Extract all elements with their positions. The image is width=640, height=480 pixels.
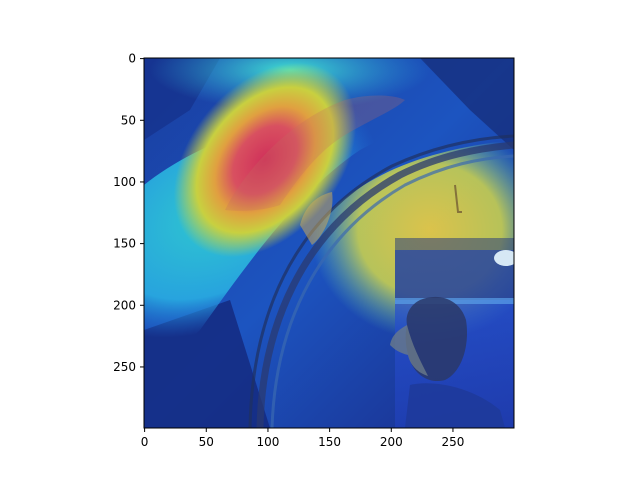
x-tick-label: 150 <box>318 435 341 449</box>
x-tick-label: 50 <box>199 435 214 449</box>
x-tick-label: 100 <box>256 435 279 449</box>
y-tick-label: 50 <box>121 113 136 127</box>
x-axis: 0 50 100 150 200 250 <box>141 428 464 449</box>
y-tick-label: 0 <box>128 52 136 66</box>
y-axis: 0 50 100 150 200 250 <box>113 52 144 374</box>
y-tick-label: 200 <box>113 298 136 312</box>
x-tick-label: 0 <box>141 435 149 449</box>
y-tick-label: 100 <box>113 175 136 189</box>
person-silhouette <box>390 296 505 428</box>
x-tick-label: 200 <box>380 435 403 449</box>
heatmap-image <box>144 58 514 428</box>
x-tick-label: 250 <box>441 435 464 449</box>
axes-frame <box>143 57 515 429</box>
y-tick-label: 250 <box>113 360 136 374</box>
y-tick-label: 150 <box>113 237 136 251</box>
